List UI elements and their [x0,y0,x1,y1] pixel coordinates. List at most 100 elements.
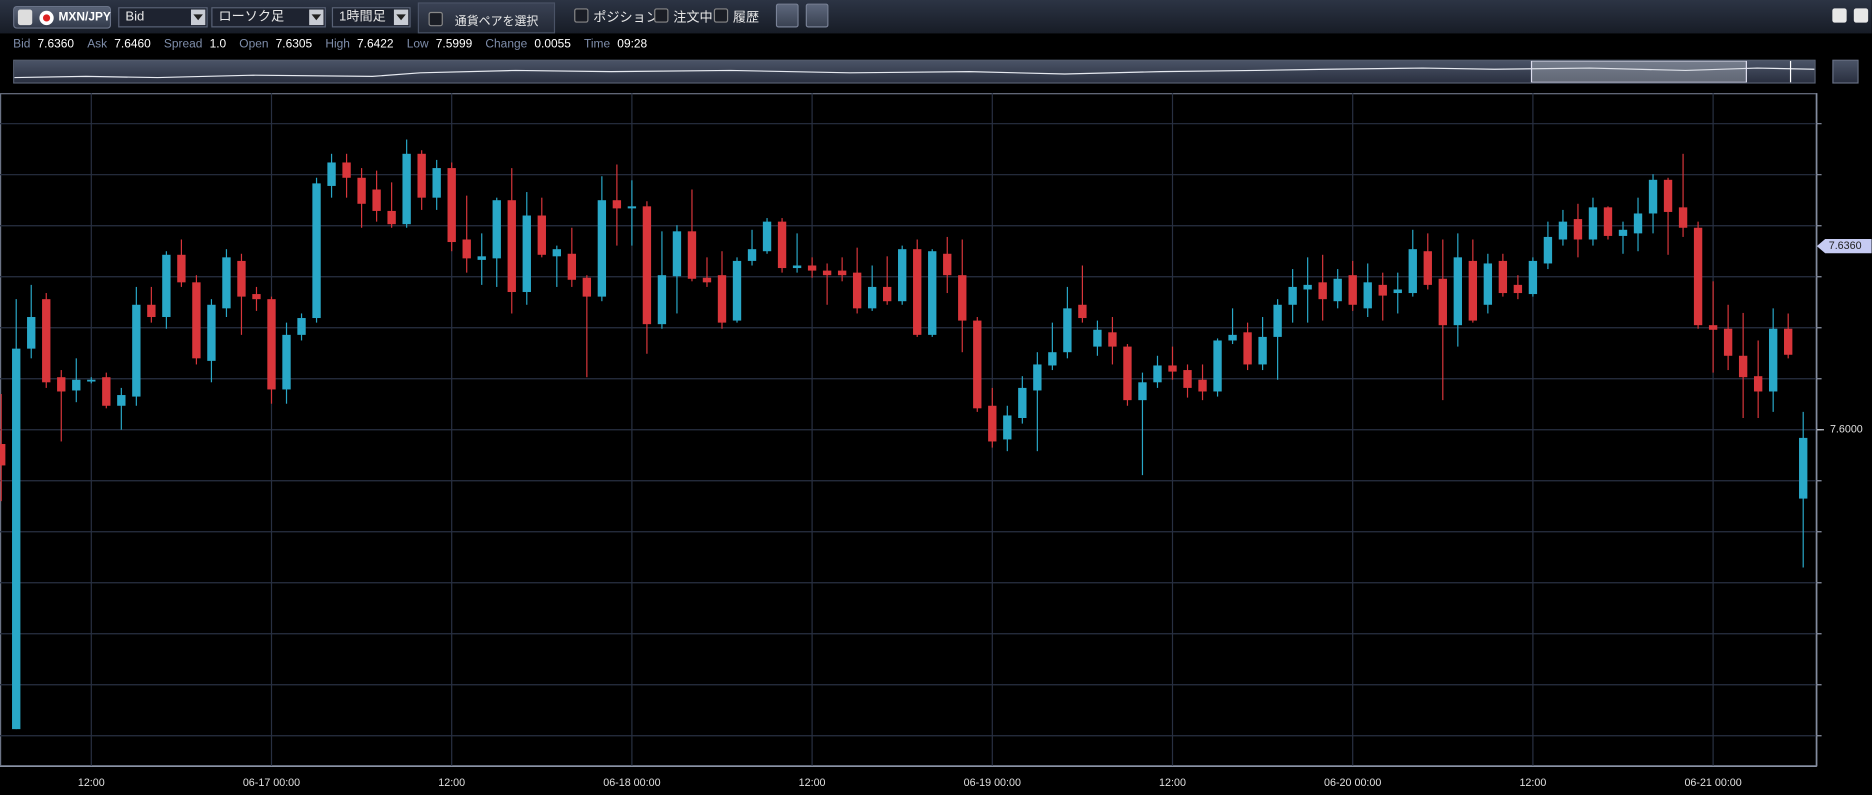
candle-body [1603,207,1613,236]
candle-body [867,286,877,309]
quote-bar: Bid 7.6360 Ask 7.6460 Spread 1.0 Open 7.6305 Hig… [0,36,647,55]
candle-body [522,215,531,293]
candle-body [1228,334,1237,341]
candle-body [1648,179,1658,214]
quote-value: 0.0055 [534,38,571,52]
quote-label: Low [406,38,429,52]
navigator-line [14,60,1815,83]
candle-body [642,206,652,325]
price-type-select[interactable]: Bid [118,7,208,28]
candle-body [102,377,111,406]
checkbox[interactable] [428,11,443,27]
checkbox-label: ポジション [593,10,659,26]
candle-body [807,265,817,271]
candle-body [1348,275,1357,305]
candle-body [822,270,832,276]
candle-body [27,317,36,349]
candle-body [552,249,561,257]
candle-body [1784,328,1793,355]
candle-body [1768,328,1778,392]
candle-body [1693,227,1703,326]
candle-body [1753,376,1763,392]
candle-body [297,318,306,335]
candle-body [492,200,501,259]
candle-body [1198,379,1207,392]
candle-body [1468,260,1478,321]
quote-label: Open [239,38,269,52]
tool-button[interactable] [805,3,829,28]
candle-body [1123,346,1132,401]
candle-body [192,282,201,359]
candle-body [1288,286,1297,305]
candle-body [717,275,727,323]
checkbox[interactable] [654,8,669,23]
candle-body [1138,382,1147,401]
candle-body [327,162,336,186]
x-tick-label: 06-18 00:00 [603,777,660,789]
tool-button[interactable] [775,3,799,28]
select-text: ローソク足 [218,9,285,24]
candle-body [883,286,892,302]
candle-body [582,277,592,297]
candle-body [312,183,321,319]
pair-label: MXN/JPY [58,10,111,24]
candle-body [1018,387,1027,419]
pair-button[interactable]: MXN/JPY [13,5,112,29]
candle-body [627,206,637,209]
quote-value: 7.6422 [357,38,394,52]
candle-body [1588,207,1598,240]
candle-body [1213,340,1222,392]
quote-label: Ask [87,38,108,52]
x-tick-label: 12:00 [78,777,105,789]
candle-body [1243,332,1252,365]
candle-body [1498,260,1508,294]
candle-body [1108,332,1117,347]
candle-body [1078,304,1087,319]
candle-body [1093,329,1102,347]
candle-body [342,162,351,178]
candle-body [1633,213,1643,234]
checkbox-label: 注文中 [673,10,713,26]
select-text: Bid [125,9,145,24]
quote-label: Bid [13,38,31,52]
candle-body [477,256,486,260]
x-tick-label: 12:00 [1519,777,1546,789]
candle-body [1799,437,1808,499]
candle-body [357,177,366,204]
candle-body [612,200,622,209]
period-select[interactable]: 1時間足 [331,7,411,28]
checkbox[interactable] [574,8,589,23]
quote-value: 1.0 [209,38,227,52]
candle-body [928,251,937,335]
checkbox[interactable] [713,8,729,23]
x-tick-label: 12:00 [1159,777,1186,789]
candle-body [1273,304,1282,337]
chart-type-select[interactable]: ローソク足 [211,7,326,28]
candle-body [1363,282,1372,309]
select-pair-panel[interactable]: 通貨ペアを選択 [417,2,556,34]
select-text: 1時間足 [339,9,386,24]
toolbar: MXN/JPY Bid ローソク足 1時間足 通貨ペアを選択 ポジション 注文中 履… [0,0,1872,34]
checkbox-label: 履歴 [732,10,760,26]
candle-body [1558,221,1568,240]
settings-button[interactable] [1832,8,1847,23]
candle-body [1048,352,1057,366]
flag-icon [39,10,54,26]
candle-body [1543,236,1553,264]
candle-body [507,200,516,293]
candle-body [1183,370,1192,388]
candle-body [57,377,66,392]
candle-body [1663,179,1673,212]
quote-label: Change [485,38,528,52]
candle-body [177,254,186,283]
candle-body [567,253,577,280]
candle-body [117,395,126,406]
candle-body [402,153,411,225]
candle-body [12,348,21,730]
popout-button[interactable] [1853,8,1869,23]
navigator-window[interactable] [1530,60,1747,83]
navigator-path [14,67,1815,79]
resize-button[interactable] [1832,59,1859,84]
quote-value: 7.6360 [37,38,75,52]
